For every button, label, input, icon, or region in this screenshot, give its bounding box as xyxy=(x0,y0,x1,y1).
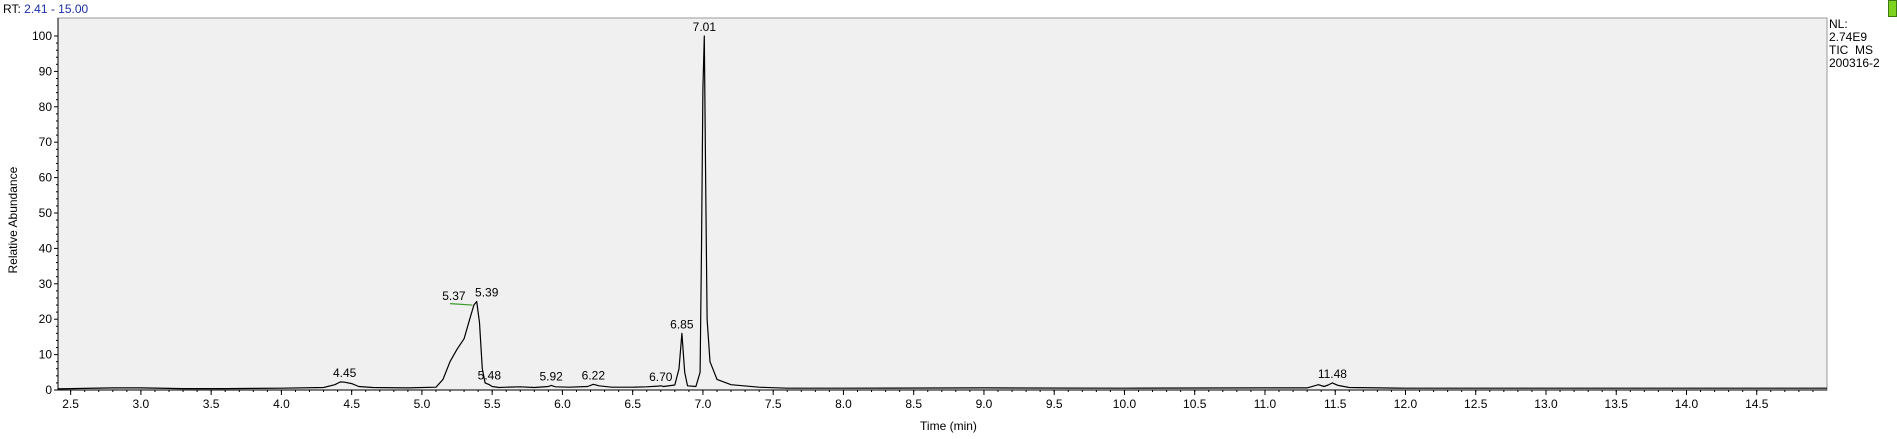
y-tick-label: 60 xyxy=(39,171,53,185)
nl-value: 2.74E9 xyxy=(1829,30,1868,44)
x-tick-label: 3.0 xyxy=(133,397,150,411)
plot-area xyxy=(57,17,1828,391)
chromatogram-info: NL: 2.74E9 TIC MS 200316-2 xyxy=(1829,18,1880,70)
x-tick-label: 9.5 xyxy=(1046,397,1063,411)
peak-label: 5.37 xyxy=(442,289,466,303)
rt-prefix: RT: xyxy=(3,2,21,16)
nl-label: NL: xyxy=(1829,17,1848,31)
x-tick-label: 13.5 xyxy=(1605,397,1629,411)
peak-label: 5.48 xyxy=(478,369,502,383)
x-tick-label: 7.0 xyxy=(695,397,712,411)
x-tick-label: 14.5 xyxy=(1745,397,1769,411)
x-tick-label: 5.0 xyxy=(414,397,431,411)
x-tick-label: 4.5 xyxy=(343,397,360,411)
scan-filter: TIC MS xyxy=(1829,43,1873,57)
sample-name: 200316-2 xyxy=(1829,56,1880,70)
peak-label: 6.70 xyxy=(649,370,673,384)
peak-label: 5.39 xyxy=(475,286,499,300)
x-tick-label: 13.0 xyxy=(1534,397,1558,411)
x-tick-label: 5.5 xyxy=(484,397,501,411)
integration-baseline-marker xyxy=(449,303,473,306)
x-tick-label: 9.0 xyxy=(976,397,993,411)
peak-label: 6.22 xyxy=(582,368,606,382)
x-tick-label: 3.5 xyxy=(203,397,220,411)
x-tick-label: 12.5 xyxy=(1464,397,1488,411)
y-tick-label: 50 xyxy=(39,206,53,220)
trace-layer xyxy=(57,35,1827,390)
tic-trace xyxy=(57,35,1827,390)
peak-labels: 4.45 5.37 5.39 5.48 5.92 6.22 6.70 6.85 7.01 11.4… xyxy=(333,20,1347,384)
y-axis-label-wrap: Relative Abundance xyxy=(6,30,22,390)
peak-label: 5.92 xyxy=(540,369,564,383)
y-tick-label: 80 xyxy=(39,100,53,114)
peak-label: 7.01 xyxy=(693,20,717,34)
x-tick-label: 14.0 xyxy=(1675,397,1699,411)
y-tick-label: 40 xyxy=(39,241,53,255)
y-tick-label: 90 xyxy=(39,64,53,78)
y-tick-label: 0 xyxy=(45,383,52,397)
x-tick-label: 10.0 xyxy=(1113,397,1137,411)
x-tick-label: 2.5 xyxy=(62,397,79,411)
peak-label: 4.45 xyxy=(333,366,357,380)
x-tick-label: 7.5 xyxy=(765,397,782,411)
y-tick-label: 30 xyxy=(39,277,53,291)
y-tick-label: 10 xyxy=(39,348,53,362)
x-tick-label: 12.0 xyxy=(1394,397,1418,411)
peak-label: 11.48 xyxy=(1318,367,1347,381)
peak-label: 6.85 xyxy=(670,317,694,331)
x-tick-label: 11.5 xyxy=(1324,397,1347,411)
y-tick-label: 100 xyxy=(32,29,52,43)
x-tick-label: 8.0 xyxy=(835,397,852,411)
x-tick-label: 6.5 xyxy=(624,397,641,411)
x-tick-label: 11.0 xyxy=(1254,397,1277,411)
y-tick-label: 20 xyxy=(39,312,53,326)
x-tick-label: 4.0 xyxy=(273,397,290,411)
x-tick-label: 6.0 xyxy=(554,397,571,411)
y-tick-label: 70 xyxy=(39,135,53,149)
rt-range-label: RT: 2.41 - 15.00 xyxy=(3,2,88,16)
rt-range-value: 2.41 - 15.00 xyxy=(24,2,89,16)
axes: 0 10 20 30 40 50 60 70 80 90 100 2.5 3.0 3.5 4.0 4.5 5.0… xyxy=(32,18,1827,411)
x-axis-label: Time (min) xyxy=(920,419,977,433)
x-tick-label: 10.5 xyxy=(1183,397,1207,411)
x-tick-label: 8.5 xyxy=(905,397,922,411)
y-axis-label: Relative Abundance xyxy=(6,166,20,274)
